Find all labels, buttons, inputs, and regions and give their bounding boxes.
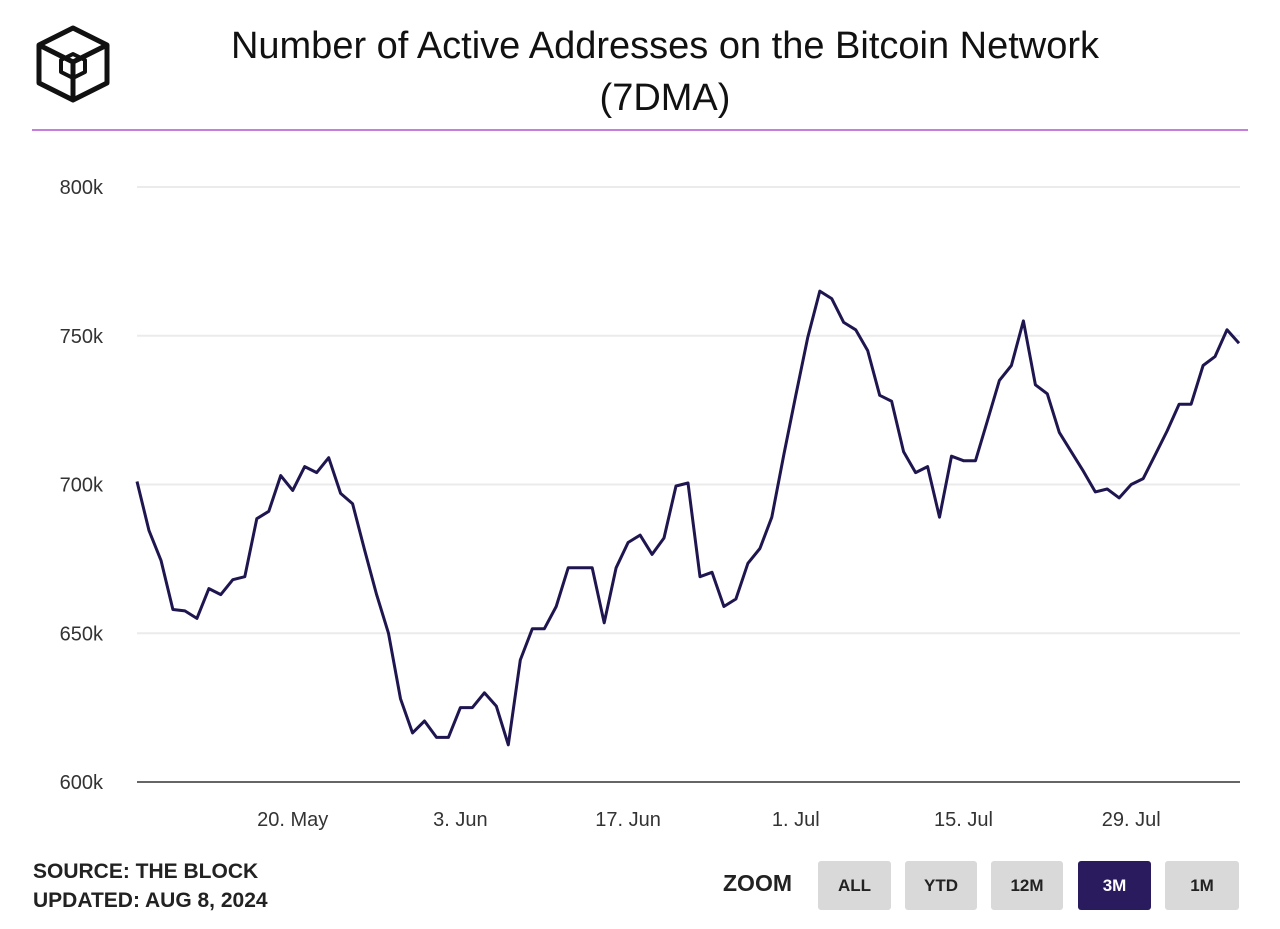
y-tick-label: 750k — [60, 326, 104, 348]
header-divider — [32, 129, 1248, 131]
series-line — [135, 289, 1241, 747]
x-axis-ticks: 20. May 3. Jun 17. Jun 1. Jul 15. Jul 29. Jul — [257, 809, 1161, 831]
y-tick-label: 600k — [60, 772, 104, 794]
zoom-3m-button[interactable]: 3M — [1078, 861, 1151, 910]
y-tick-label: 700k — [60, 475, 104, 497]
x-tick-label: 20. May — [257, 809, 328, 831]
line-chart: 600k 650k 700k 750k 800k 20. May 3. Jun 17. Ju… — [60, 177, 1241, 831]
x-tick-label: 17. Jun — [595, 809, 661, 831]
chart-title-line1: Number of Active Addresses on the Bitcoi… — [230, 25, 1100, 67]
zoom-all-button[interactable]: ALL — [818, 861, 891, 910]
source-text: SOURCE: THE BLOCK — [33, 860, 259, 883]
chart-title: Number of Active Addresses on the Bitcoi… — [120, 20, 1210, 124]
y-tick-label: 650k — [60, 623, 104, 645]
x-tick-label: 3. Jun — [433, 809, 487, 831]
x-tick-label: 1. Jul — [772, 809, 820, 831]
the-block-logo — [36, 25, 110, 103]
y-axis-ticks: 600k 650k 700k 750k 800k — [60, 177, 104, 794]
chart-title-line2: (7DMA) — [599, 77, 731, 119]
zoom-1m-button[interactable]: 1M — [1165, 861, 1239, 910]
zoom-ytd-button[interactable]: YTD — [905, 861, 977, 910]
y-tick-label: 800k — [60, 177, 104, 199]
zoom-12m-button[interactable]: 12M — [991, 861, 1063, 910]
zoom-label: ZOOM — [723, 870, 792, 896]
updated-text: UPDATED: AUG 8, 2024 — [33, 889, 268, 912]
x-tick-label: 29. Jul — [1102, 809, 1161, 831]
footer-info: SOURCE: THE BLOCK UPDATED: AUG 8, 2024 — [33, 857, 268, 915]
x-tick-label: 15. Jul — [934, 809, 993, 831]
